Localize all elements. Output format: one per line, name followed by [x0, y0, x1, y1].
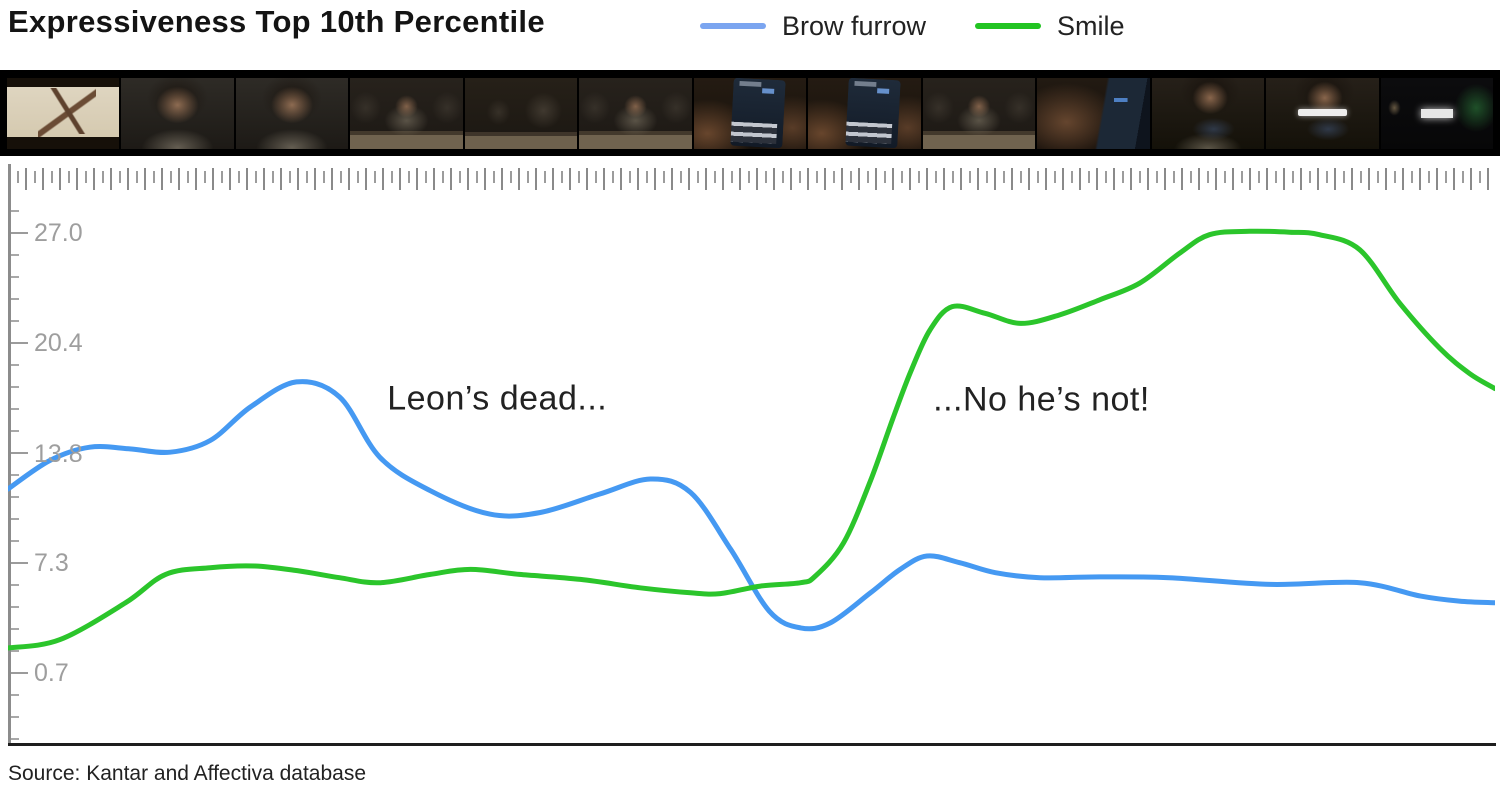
brow-furrow-line [8, 379, 1495, 632]
y-axis-label: 13.8 [34, 439, 83, 468]
plot-area: 27.0 20.4 13.8 7.3 0.7 Leon’s dead... ...No he… [8, 190, 1495, 744]
filmstrip-frame-woman-closeup [121, 78, 234, 149]
filmstrip-frame-woman-phone [1151, 78, 1265, 149]
annotation: ...No he’s not! [933, 380, 1150, 419]
y-axis-label: 20.4 [34, 329, 83, 358]
x-axis-line [8, 743, 1496, 746]
filmstrip-frame-woman-phone-text [1266, 78, 1379, 149]
filmstrip-frame-desk-wide [464, 78, 578, 149]
filmstrip-frame-phone-keyboard [808, 78, 921, 149]
brow-furrow-swatch [700, 23, 766, 29]
filmstrip-frame-phone-keyboard [693, 78, 807, 149]
filmstrip-frame-woman-desk [350, 78, 463, 149]
filmstrip-frame-hand-phone [1037, 78, 1150, 149]
filmstrip-frame-woman-desk [922, 78, 1036, 149]
source-note: Source: Kantar and Affectiva database [8, 762, 367, 785]
smile-swatch [975, 23, 1041, 29]
legend-item-smile: Smile [975, 0, 1125, 52]
y-axis-ticks [11, 190, 28, 744]
legend-label-smile: Smile [1057, 10, 1125, 41]
filmstrip [0, 70, 1500, 156]
y-axis-label: 0.7 [34, 659, 69, 688]
filmstrip-frame-gecko [7, 78, 120, 149]
filmstrip-frame-woman-closeup [235, 78, 349, 149]
chart-canvas [8, 228, 1495, 651]
smile-line [8, 228, 1495, 651]
timeline-ruler [8, 168, 1496, 190]
y-axis-label: 27.0 [34, 219, 83, 247]
legend-item-brow-furrow: Brow furrow [700, 0, 926, 52]
legend-label-brow-furrow: Brow furrow [782, 10, 927, 41]
y-axis-label: 7.3 [34, 548, 69, 577]
page-title: Expressiveness Top 10th Percentile [8, 4, 545, 39]
filmstrip-frame-logo-dark [1380, 78, 1494, 149]
filmstrip-frame-woman-desk [579, 78, 692, 149]
y-axis-line [8, 164, 11, 746]
annotation: Leon’s dead... [387, 379, 608, 418]
